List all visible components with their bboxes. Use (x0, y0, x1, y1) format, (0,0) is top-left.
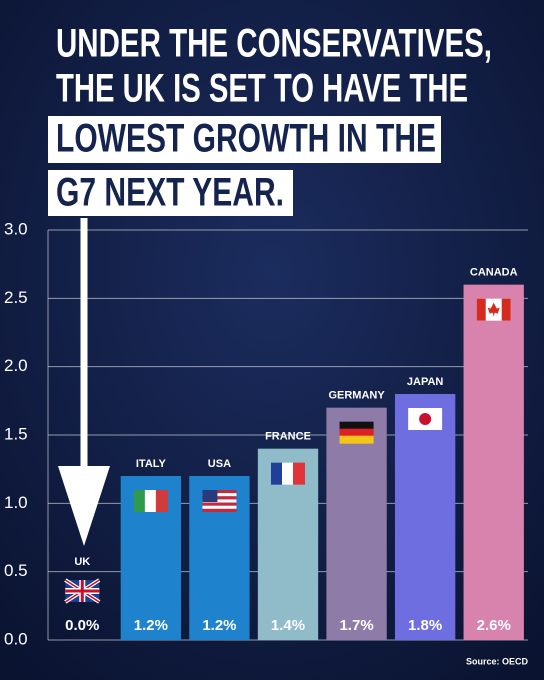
y-tick-label: 2.5 (4, 288, 28, 307)
flag-part (133, 490, 146, 512)
flag-part (282, 462, 294, 485)
flag (339, 421, 374, 444)
chart-title: THE UK IS SET TO HAVE THE (56, 67, 468, 111)
bar (463, 284, 524, 640)
flag (408, 408, 443, 430)
title-highlight (48, 170, 293, 216)
flag (271, 462, 305, 485)
value-label: 1.4% (271, 617, 305, 634)
flag-part (339, 421, 374, 430)
category-label: CANADA (470, 267, 518, 279)
flag-part (339, 435, 374, 444)
flag-part (487, 302, 500, 317)
flag-part (202, 496, 237, 500)
y-tick-label: 1.5 (4, 424, 28, 443)
flag-part (202, 490, 237, 494)
y-tick-label: 2.0 (4, 356, 28, 375)
bar (394, 394, 456, 640)
value-label: 1.2% (202, 617, 236, 634)
value-label: 1.8% (408, 617, 442, 634)
y-tick-label: 0.5 (4, 561, 28, 580)
flag-part (155, 490, 168, 512)
category-label: FRANCE (265, 431, 311, 443)
chart-title: G7 NEXT YEAR. (56, 171, 284, 215)
title-highlight (48, 116, 441, 163)
flag (476, 298, 511, 321)
value-label: 1.7% (339, 617, 373, 634)
flag-part (501, 298, 511, 321)
flag-part (419, 413, 432, 425)
value-label: 2.6% (477, 617, 511, 634)
category-label: JAPAN (407, 376, 444, 388)
y-tick-label: 1.0 (4, 493, 28, 512)
flag-part (202, 508, 237, 512)
category-label: USA (208, 458, 231, 470)
flag-part (202, 499, 237, 503)
chart-title: UNDER THE CONSERVATIVES, (56, 22, 492, 66)
category-label: ITALY (136, 458, 167, 470)
flag-part (202, 493, 237, 497)
flag (133, 490, 168, 512)
chart-title: LOWEST GROWTH IN THE (56, 117, 436, 161)
flag-part (202, 502, 237, 506)
y-tick-label: 0.0 (4, 629, 28, 648)
source: Source: OECD (466, 656, 529, 666)
flag-part (271, 462, 283, 485)
bar (326, 407, 387, 640)
flag-part (293, 462, 305, 485)
category-label: UK (74, 556, 90, 568)
value-label: 1.2% (134, 617, 168, 634)
flag-part (202, 490, 218, 502)
flag (202, 490, 237, 512)
value-label: 0.0% (65, 617, 99, 634)
flag-part (339, 428, 374, 437)
flag-part (476, 298, 486, 321)
flag-part (202, 505, 237, 509)
arrow-head (58, 466, 110, 546)
category-label: GERMANY (328, 390, 385, 402)
flag-part (144, 490, 157, 512)
flag-part (65, 589, 100, 593)
flag (64, 578, 101, 604)
y-tick-label: 3.0 (4, 219, 28, 238)
